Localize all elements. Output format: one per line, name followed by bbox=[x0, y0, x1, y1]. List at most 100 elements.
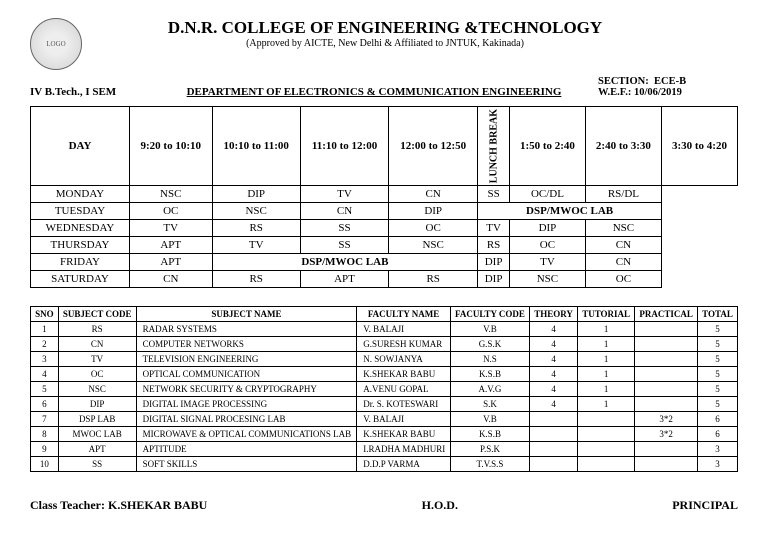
subject-cell bbox=[530, 457, 578, 472]
period-cell: NSC bbox=[212, 203, 300, 220]
subject-cell bbox=[578, 412, 635, 427]
timetable-header-row: DAY 9:20 to 10:10 10:10 to 11:00 11:10 t… bbox=[31, 107, 738, 186]
period-cell: CN bbox=[130, 271, 213, 288]
subject-col-header: SUBJECT NAME bbox=[136, 307, 357, 322]
subject-cell: V.B bbox=[450, 322, 529, 337]
subject-cell: 5 bbox=[698, 382, 738, 397]
subject-cell bbox=[578, 442, 635, 457]
subject-cell: Dr. S. KOTESWARI bbox=[357, 397, 450, 412]
subject-row: 10SSSOFT SKILLSD.D.P VARMAT.V.S.S3 bbox=[31, 457, 738, 472]
period-cell: NSC bbox=[130, 186, 213, 203]
subject-cell bbox=[578, 427, 635, 442]
period-header: 10:10 to 11:00 bbox=[212, 107, 300, 186]
timetable-row: WEDNESDAYTVRSSSOCTVDIPNSC bbox=[31, 220, 738, 237]
subject-col-header: TOTAL bbox=[698, 307, 738, 322]
day-cell: FRIDAY bbox=[31, 254, 130, 271]
timetable-row: TUESDAYOCNSCCNDIPDSP/MWOC LAB bbox=[31, 203, 738, 220]
subject-cell: APTITUDE bbox=[136, 442, 357, 457]
subject-cell: A.V.G bbox=[450, 382, 529, 397]
timetable-row: SATURDAYCNRSAPTRSDIPNSCOC bbox=[31, 271, 738, 288]
subject-col-header: THEORY bbox=[530, 307, 578, 322]
section-value: ECE-B bbox=[654, 76, 686, 87]
subject-cell: K.SHEKAR BABU bbox=[357, 367, 450, 382]
day-cell: TUESDAY bbox=[31, 203, 130, 220]
subject-cell: 4 bbox=[530, 322, 578, 337]
subject-cell: OPTICAL COMMUNICATION bbox=[136, 367, 357, 382]
subject-cell: 3 bbox=[698, 457, 738, 472]
subject-cell: DIGITAL IMAGE PROCESSING bbox=[136, 397, 357, 412]
subject-cell: 7 bbox=[31, 412, 59, 427]
subject-cell: 4 bbox=[530, 367, 578, 382]
period-cell: RS bbox=[212, 271, 300, 288]
subject-col-header: TUTORIAL bbox=[578, 307, 635, 322]
subject-cell: MWOC LAB bbox=[58, 427, 136, 442]
subject-cell: 4 bbox=[530, 397, 578, 412]
period-cell: DIP bbox=[389, 203, 478, 220]
period-cell: OC bbox=[389, 220, 478, 237]
subject-cell: SS bbox=[58, 457, 136, 472]
subject-cell: 5 bbox=[698, 337, 738, 352]
subject-cell: NSC bbox=[58, 382, 136, 397]
period-cell: SS bbox=[300, 237, 388, 254]
subject-cell: D.D.P VARMA bbox=[357, 457, 450, 472]
subject-cell: 9 bbox=[31, 442, 59, 457]
period-cell: SS bbox=[300, 220, 388, 237]
class-teacher: Class Teacher: K.SHEKAR BABU bbox=[30, 498, 207, 513]
period-cell: DIP bbox=[212, 186, 300, 203]
subject-cell: P.S.K bbox=[450, 442, 529, 457]
subject-col-header: FACULTY CODE bbox=[450, 307, 529, 322]
subject-cell: 1 bbox=[578, 397, 635, 412]
wef-value: 10/06/2019 bbox=[634, 87, 682, 98]
period-cell: CN bbox=[585, 254, 661, 271]
period-cell: SS bbox=[478, 186, 510, 203]
subject-row: 3TVTELEVISION ENGINEERINGN. SOWJANYAN.S4… bbox=[31, 352, 738, 367]
subject-cell: 4 bbox=[31, 367, 59, 382]
period-header: 2:40 to 3:30 bbox=[585, 107, 661, 186]
timetable-row: FRIDAYAPTDSP/MWOC LABDIPTVCN bbox=[31, 254, 738, 271]
period-cell: TV bbox=[478, 220, 510, 237]
subject-cell: V. BALAJI bbox=[357, 322, 450, 337]
subject-header-row: SNOSUBJECT CODESUBJECT NAMEFACULTY NAMEF… bbox=[31, 307, 738, 322]
subject-cell: OC bbox=[58, 367, 136, 382]
subject-cell: 2 bbox=[31, 337, 59, 352]
period-cell: RS bbox=[478, 237, 510, 254]
period-cell: APT bbox=[130, 254, 213, 271]
subject-cell: V.B bbox=[450, 412, 529, 427]
merged-lab-cell: DSP/MWOC LAB bbox=[212, 254, 478, 271]
day-cell: THURSDAY bbox=[31, 237, 130, 254]
subject-cell: K.S.B bbox=[450, 427, 529, 442]
period-cell: CN bbox=[389, 186, 478, 203]
subject-col-header: SUBJECT CODE bbox=[58, 307, 136, 322]
subject-row: 1RSRADAR SYSTEMSV. BALAJIV.B415 bbox=[31, 322, 738, 337]
subject-cell: 10 bbox=[31, 457, 59, 472]
subject-cell: N. SOWJANYA bbox=[357, 352, 450, 367]
section-block: SECTION: ECE-B W.E.F.: 10/06/2019 bbox=[598, 76, 738, 98]
subject-cell bbox=[635, 457, 698, 472]
period-cell: OC bbox=[130, 203, 213, 220]
period-cell: TV bbox=[130, 220, 213, 237]
subject-row: 8MWOC LABMICROWAVE & OPTICAL COMMUNICATI… bbox=[31, 427, 738, 442]
subject-cell: RS bbox=[58, 322, 136, 337]
period-cell: OC/DL bbox=[509, 186, 585, 203]
subject-cell: COMPUTER NETWORKS bbox=[136, 337, 357, 352]
subject-col-header: FACULTY NAME bbox=[357, 307, 450, 322]
period-header: 1:50 to 2:40 bbox=[509, 107, 585, 186]
day-cell: WEDNESDAY bbox=[31, 220, 130, 237]
subject-cell: N.S bbox=[450, 352, 529, 367]
period-cell: CN bbox=[585, 237, 661, 254]
subject-cell: V. BALAJI bbox=[357, 412, 450, 427]
subject-cell: 1 bbox=[31, 322, 59, 337]
period-cell: APT bbox=[300, 271, 388, 288]
subject-cell: G.S.K bbox=[450, 337, 529, 352]
subject-cell: 5 bbox=[698, 367, 738, 382]
period-cell: DIP bbox=[478, 271, 510, 288]
day-cell: MONDAY bbox=[31, 186, 130, 203]
period-cell: TV bbox=[212, 237, 300, 254]
subject-cell: APT bbox=[58, 442, 136, 457]
subject-cell: 6 bbox=[31, 397, 59, 412]
period-cell: APT bbox=[130, 237, 213, 254]
subject-cell: DIP bbox=[58, 397, 136, 412]
day-header: DAY bbox=[31, 107, 130, 186]
college-logo: LOGO bbox=[30, 18, 82, 70]
subject-cell bbox=[635, 367, 698, 382]
